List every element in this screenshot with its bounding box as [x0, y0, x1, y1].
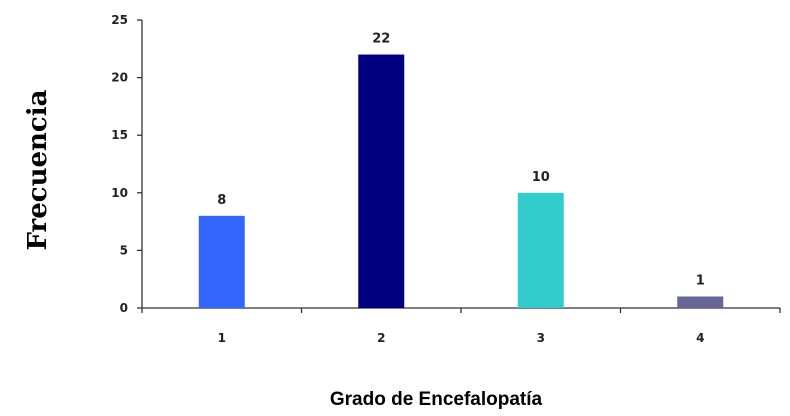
y-tick-label: 15	[111, 128, 128, 142]
bar	[198, 215, 245, 308]
y-tick-label: 10	[111, 186, 128, 200]
y-tick-label: 20	[111, 71, 128, 85]
data-label: 22	[372, 32, 390, 47]
data-label: 8	[217, 193, 226, 208]
y-axis-label: Frecuencia	[23, 89, 53, 250]
data-label: 1	[696, 273, 705, 288]
y-tick-label: 5	[120, 243, 128, 257]
x-tick-label: 2	[377, 331, 385, 345]
bar	[358, 54, 405, 309]
x-tick-label: 3	[537, 331, 545, 345]
data-label: 10	[532, 170, 550, 185]
bar	[517, 192, 564, 308]
y-tick-label: 0	[120, 301, 128, 315]
x-tick-label: 1	[218, 331, 226, 345]
y-tick-label: 25	[111, 13, 128, 27]
x-tick-label: 4	[696, 331, 704, 345]
x-axis-label: Grado de Encefalopatía	[330, 389, 543, 410]
bar	[677, 296, 724, 308]
